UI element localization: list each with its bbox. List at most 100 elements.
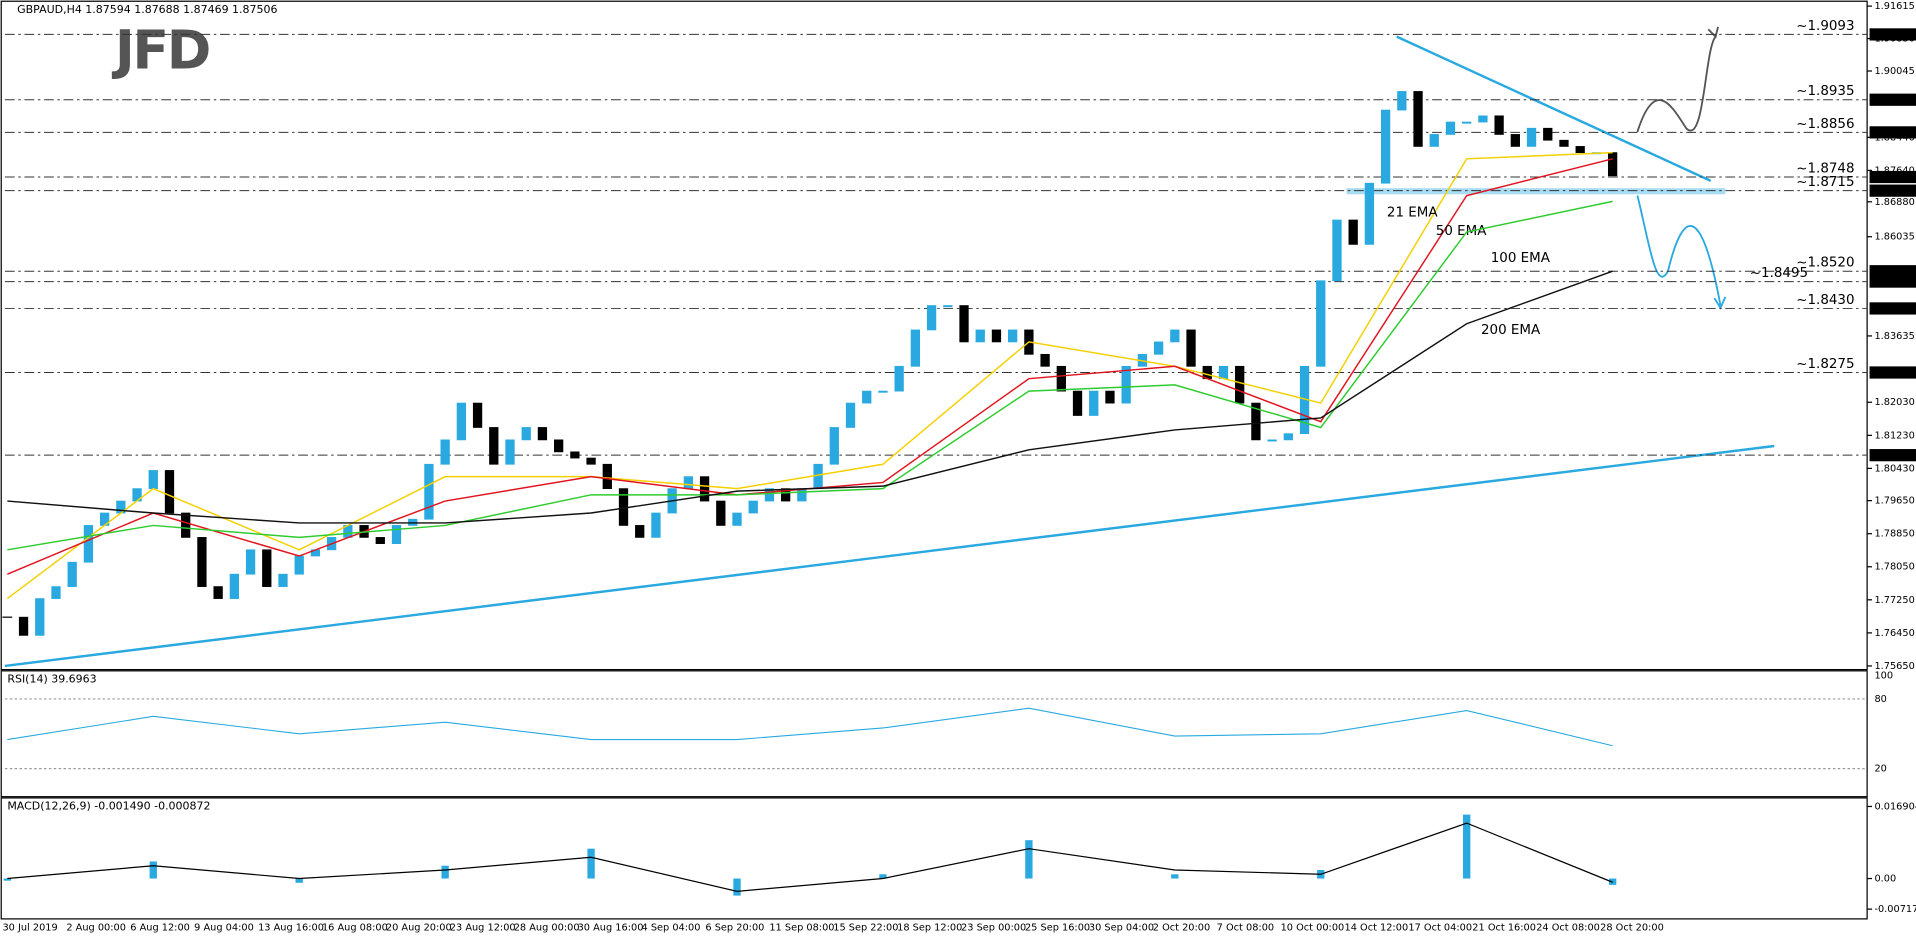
- level-box-label: 1.84950: [1873, 277, 1913, 288]
- ema-label: 100 EMA: [1491, 251, 1551, 266]
- x-tick-label: 7 Oct 08:00: [1217, 922, 1274, 933]
- x-tick-label: 24 Oct 08:00: [1536, 922, 1600, 933]
- candle: [975, 329, 985, 343]
- level-box: [1869, 265, 1916, 278]
- x-tick-label: 30 Aug 16:00: [578, 922, 644, 933]
- level-box: [1869, 28, 1916, 41]
- x-tick-label: 15 Sep 22:00: [833, 922, 898, 933]
- x-tick-label: 4 Sep 04:00: [642, 922, 701, 933]
- candle: [1607, 152, 1618, 177]
- rsi-tick-label: 20: [1874, 764, 1886, 775]
- x-tick-label: 23 Aug 12:00: [450, 922, 516, 933]
- bull-arrow-head: [1707, 26, 1719, 39]
- level-label: ~1.8520: [1796, 256, 1854, 271]
- level-box-label: 1.82750: [1873, 368, 1913, 379]
- candle: [278, 573, 288, 587]
- candle: [35, 598, 45, 636]
- candle: [213, 586, 223, 599]
- candle: [294, 555, 304, 575]
- logo: JFD: [111, 18, 209, 81]
- x-tick-label: 30 Sep 04:00: [1089, 922, 1154, 933]
- candle: [683, 476, 694, 490]
- candle: [894, 365, 904, 392]
- candle: [1056, 365, 1066, 392]
- candle: [51, 586, 61, 599]
- candle: [1575, 146, 1585, 153]
- x-tick-label: 6 Aug 12:00: [130, 922, 190, 933]
- candle: [1316, 280, 1326, 367]
- candle: [910, 329, 921, 367]
- x-tick-label: 17 Oct 04:00: [1408, 922, 1472, 933]
- y-tick-label: 1.78850: [1874, 529, 1914, 540]
- candle: [797, 488, 807, 502]
- macd-bar: [879, 874, 887, 879]
- candle: [1494, 115, 1504, 135]
- candle: [1462, 121, 1472, 124]
- level-box: [1869, 275, 1916, 288]
- x-tick-label: 6 Sep 20:00: [705, 922, 764, 933]
- level-box-label: 1.87480: [1873, 172, 1913, 183]
- macd-bar: [295, 878, 303, 883]
- candle: [1364, 182, 1375, 245]
- x-tick-label: 10 Oct 00:00: [1281, 922, 1345, 933]
- candle: [472, 402, 483, 428]
- y-tick-label: 1.79650: [1874, 496, 1914, 507]
- level-label: ~1.8275: [1796, 357, 1854, 372]
- candle: [181, 512, 191, 538]
- rsi-panel: [0, 670, 1868, 798]
- candle: [991, 329, 1002, 343]
- candle: [1380, 109, 1391, 184]
- candle: [1445, 121, 1456, 135]
- candle: [1008, 329, 1018, 343]
- candle: [521, 427, 531, 441]
- candle: [505, 439, 515, 465]
- level-label: ~1.8495: [1750, 266, 1808, 281]
- ema-label: 50 EMA: [1436, 224, 1487, 239]
- candle: [197, 537, 207, 587]
- x-tick-label: 21 Oct 16:00: [1472, 922, 1536, 933]
- level-box: [1869, 184, 1916, 197]
- candle: [1348, 219, 1358, 245]
- candle: [1089, 390, 1099, 416]
- candle: [959, 305, 969, 343]
- x-tick-label: 9 Aug 04:00: [194, 922, 254, 933]
- candle: [245, 549, 256, 575]
- x-tick-label: 23 Sep 00:00: [961, 922, 1026, 933]
- x-tick-label: 13 Aug 16:00: [258, 922, 324, 933]
- candle: [716, 500, 726, 526]
- y-tick-label: 1.78050: [1874, 562, 1914, 573]
- x-tick-label: 25 Sep 16:00: [1025, 922, 1090, 933]
- candle: [926, 305, 937, 331]
- candle: [1235, 365, 1245, 404]
- bull-arrow: [1636, 36, 1717, 133]
- level-label: ~1.8935: [1796, 84, 1854, 99]
- level-box-label: 1.85200: [1873, 266, 1913, 277]
- candle: [813, 463, 823, 490]
- candle: [1186, 329, 1196, 367]
- level-box-label: 1.84300: [1873, 303, 1913, 314]
- y-tick-label: 1.87640: [1874, 165, 1914, 176]
- level-label: ~1.8856: [1796, 117, 1854, 132]
- candle: [1040, 353, 1050, 367]
- x-tick-label: 14 Oct 12:00: [1344, 922, 1408, 933]
- y-tick-label: 1.90045: [1874, 66, 1914, 77]
- level-box-label: 1.87150: [1873, 186, 1913, 197]
- macd-bar: [149, 861, 157, 879]
- down-trendline: [1396, 35, 1712, 182]
- candle: [829, 427, 839, 465]
- up-trendline: [4, 444, 1775, 668]
- candle: [651, 512, 661, 538]
- y-tick-label: 1.81230: [1874, 430, 1914, 441]
- x-tick-label: 18 Sep 12:00: [897, 922, 962, 933]
- ema-label: 21 EMA: [1387, 206, 1438, 221]
- x-tick-label: 28 Aug 00:00: [514, 922, 580, 933]
- level-label: ~1.8715: [1796, 175, 1854, 190]
- macd-bar: [1171, 874, 1179, 879]
- support-zone: [1346, 188, 1726, 195]
- candle: [456, 402, 467, 441]
- candle: [554, 439, 564, 453]
- x-tick-label: 30 Jul 2019: [2, 922, 57, 933]
- candle: [862, 390, 872, 404]
